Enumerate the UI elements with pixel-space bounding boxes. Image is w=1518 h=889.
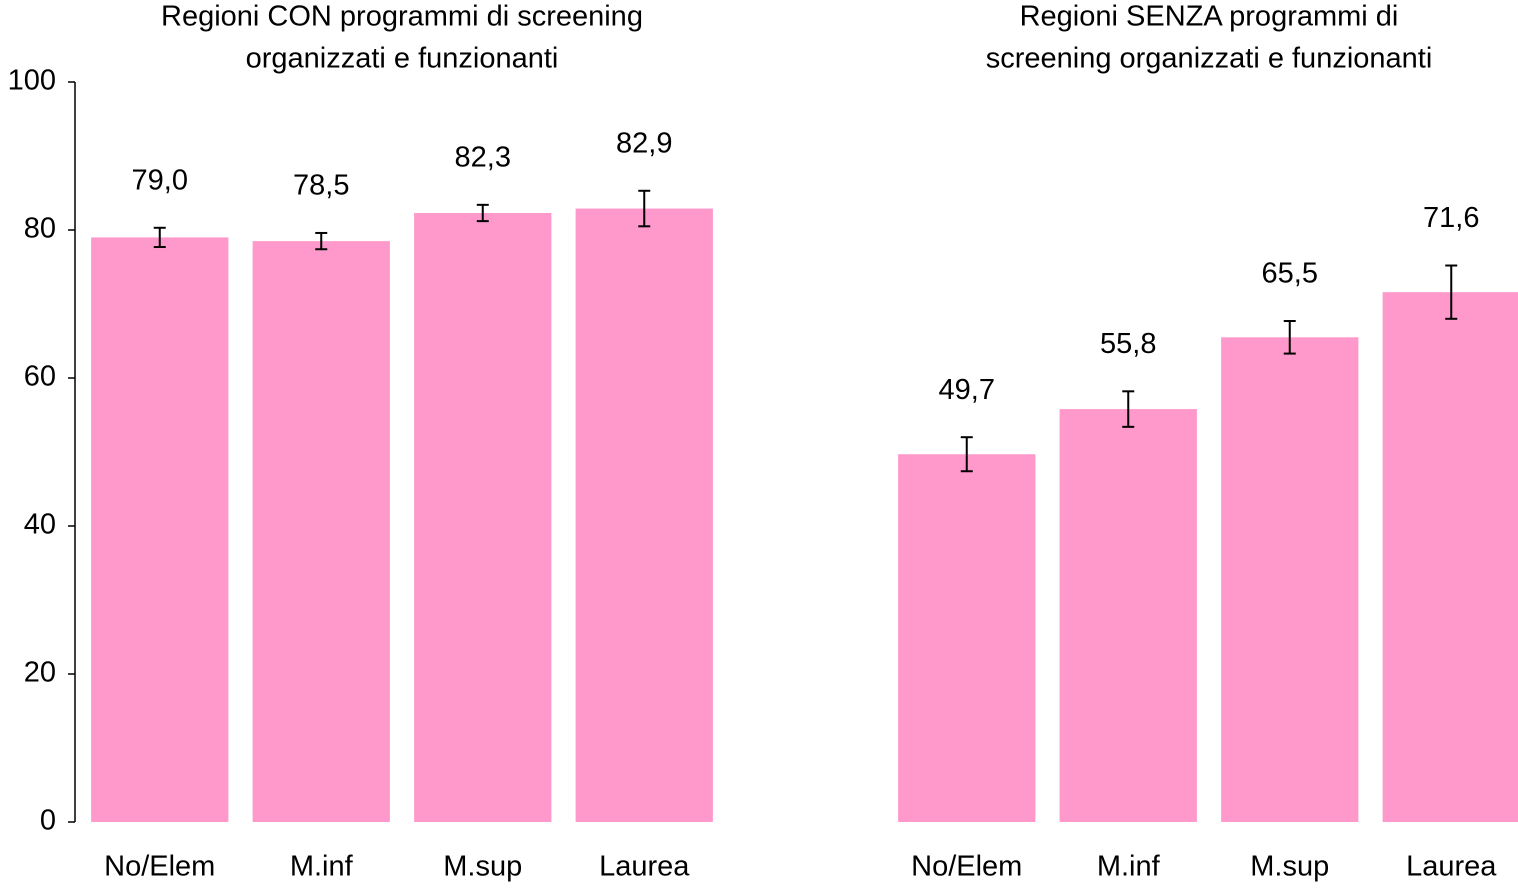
value-label: 55,8 bbox=[1100, 328, 1156, 360]
value-label: 82,3 bbox=[455, 141, 511, 173]
x-tick-label: Laurea bbox=[1406, 851, 1497, 883]
value-label: 49,7 bbox=[939, 374, 995, 406]
error-bar bbox=[153, 226, 166, 249]
x-tick-label: M.sup bbox=[443, 851, 522, 883]
error-bar bbox=[1283, 320, 1296, 355]
y-tick-label: 20 bbox=[24, 657, 56, 689]
x-tick-label: M.inf bbox=[1097, 851, 1161, 883]
chart-title: Regioni CON programmi di screening bbox=[161, 1, 643, 33]
x-tick-label: Laurea bbox=[599, 851, 690, 883]
y-tick-label: 40 bbox=[24, 509, 56, 541]
bar bbox=[898, 454, 1036, 822]
x-tick-label: M.sup bbox=[1250, 851, 1329, 883]
bar bbox=[414, 212, 552, 823]
bar bbox=[1059, 409, 1197, 822]
error-bar bbox=[315, 231, 328, 251]
y-tick-label: 0 bbox=[40, 805, 56, 837]
chart-title: Regioni SENZA programmi di bbox=[1020, 1, 1399, 33]
value-label: 82,9 bbox=[616, 127, 672, 159]
x-tick-label: No/Elem bbox=[104, 851, 215, 883]
error-bar bbox=[1445, 264, 1458, 320]
error-bar bbox=[638, 189, 651, 228]
value-label: 79,0 bbox=[132, 164, 188, 196]
y-tick-label: 60 bbox=[24, 361, 56, 393]
bar bbox=[1382, 292, 1518, 822]
bar bbox=[1221, 337, 1359, 822]
value-label: 65,5 bbox=[1262, 258, 1318, 290]
bar bbox=[91, 237, 229, 822]
error-bar bbox=[960, 436, 973, 473]
chart-title: organizzati e funzionanti bbox=[246, 43, 559, 75]
value-label: 71,6 bbox=[1423, 202, 1479, 234]
bar bbox=[252, 241, 390, 823]
y-tick-label: 100 bbox=[8, 65, 56, 97]
bar bbox=[575, 208, 713, 823]
x-tick-label: No/Elem bbox=[911, 851, 1022, 883]
x-tick-label: M.inf bbox=[290, 851, 354, 883]
chart-title: screening organizzati e funzionanti bbox=[986, 43, 1433, 75]
error-bar bbox=[1122, 390, 1135, 428]
error-bar bbox=[476, 203, 489, 223]
y-tick-label: 80 bbox=[24, 213, 56, 245]
value-label: 78,5 bbox=[293, 170, 349, 202]
